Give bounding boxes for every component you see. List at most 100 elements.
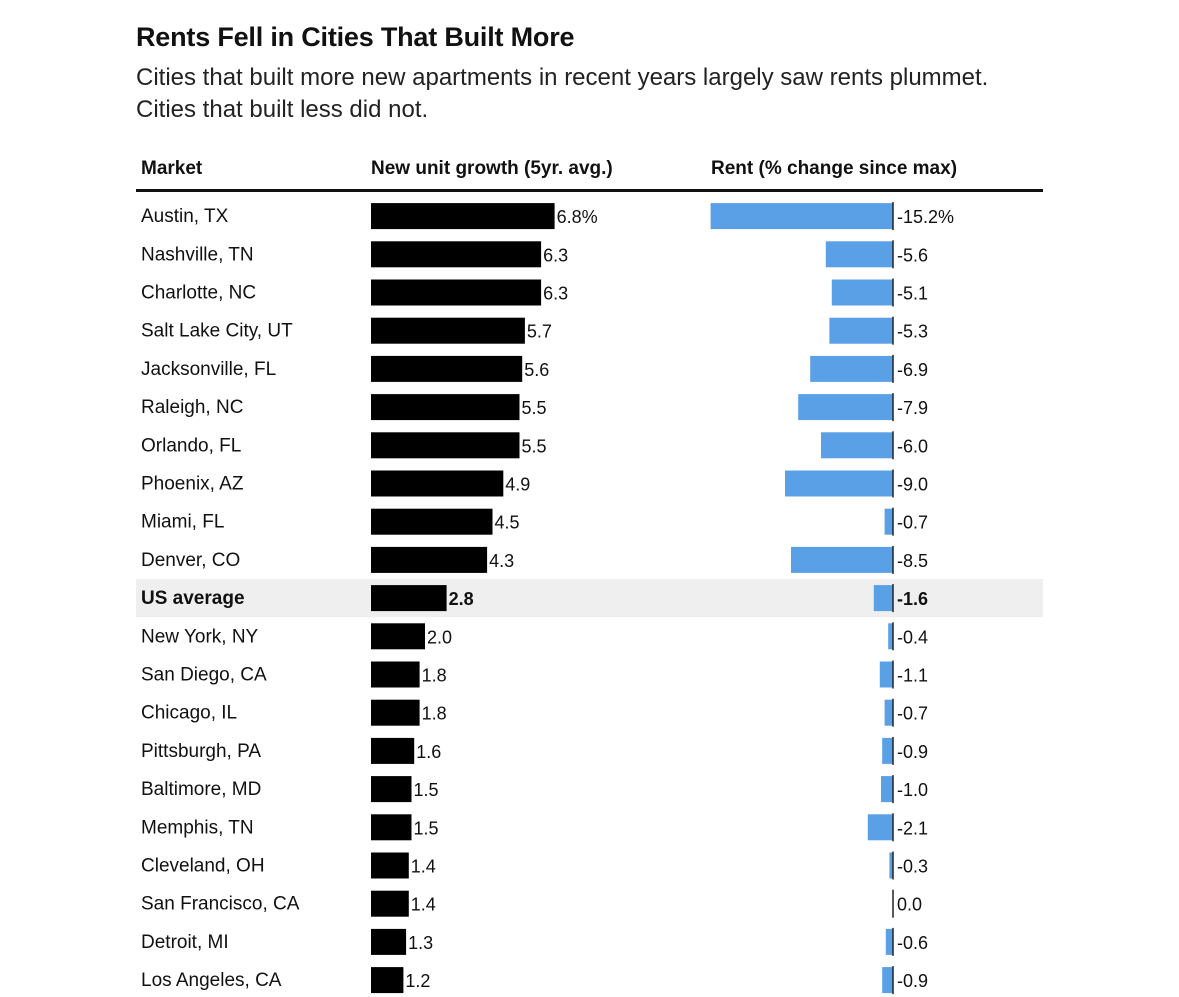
market-label-charlotte-nc: Charlotte, NC: [141, 283, 256, 304]
growth-value-austin-tx: 6.8%: [557, 207, 598, 227]
rent-value-us-average: -1.6: [897, 589, 928, 609]
rent-value-san-diego-ca: -1.1: [897, 666, 928, 686]
growth-bar-nashville-tn: [371, 241, 542, 268]
rent-bar-denver-co: [791, 546, 893, 573]
growth-value-orlando-fl: 5.5: [522, 436, 547, 456]
growth-value-chicago-il: 1.8: [422, 704, 447, 724]
market-label-raleigh-nc: Raleigh, NC: [141, 397, 243, 418]
growth-bar-raleigh-nc: [371, 394, 520, 421]
growth-bar-orlando-fl: [371, 432, 520, 459]
growth-bar-los-angeles-ca: [371, 967, 404, 994]
growth-bar-san-francisco-ca: [371, 890, 409, 917]
market-label-detroit-mi: Detroit, MI: [141, 932, 229, 953]
growth-value-los-angeles-ca: 1.2: [405, 971, 430, 991]
growth-bar-new-york-ny: [371, 623, 425, 650]
market-label-salt-lake-city-ut: Salt Lake City, UT: [141, 321, 293, 342]
rent-bar-charlotte-nc: [831, 279, 893, 306]
growth-bar-phoenix-az: [371, 470, 504, 497]
growth-bar-san-diego-ca: [371, 661, 420, 688]
growth-value-jacksonville-fl: 5.6: [524, 360, 549, 380]
rent-bar-phoenix-az: [785, 470, 893, 497]
rent-value-new-york-ny: -0.4: [897, 627, 928, 647]
growth-bar-chicago-il: [371, 699, 420, 726]
rent-value-phoenix-az: -9.0: [897, 475, 928, 495]
market-label-san-diego-ca: San Diego, CA: [141, 665, 267, 686]
growth-value-cleveland-oh: 1.4: [411, 857, 436, 877]
growth-bar-miami-fl: [371, 508, 493, 535]
market-label-los-angeles-ca: Los Angeles, CA: [141, 970, 282, 991]
growth-value-us-average: 2.8: [449, 589, 474, 609]
market-label-cleveland-oh: Cleveland, OH: [141, 856, 265, 877]
growth-bar-salt-lake-city-ut: [371, 317, 525, 344]
header-new-unit-growth: New unit growth (5yr. avg.): [371, 158, 613, 179]
market-label-chicago-il: Chicago, IL: [141, 703, 237, 724]
market-label-orlando-fl: Orlando, FL: [141, 435, 241, 456]
rent-value-charlotte-nc: -5.1: [897, 284, 928, 304]
rent-value-miami-fl: -0.7: [897, 513, 928, 533]
growth-value-phoenix-az: 4.9: [505, 475, 530, 495]
rent-bar-pittsburgh-pa: [882, 737, 893, 764]
rent-value-austin-tx: -15.2%: [897, 207, 954, 227]
growth-bar-austin-tx: [371, 203, 555, 230]
rent-value-denver-co: -8.5: [897, 551, 928, 571]
growth-value-miami-fl: 4.5: [495, 513, 520, 533]
growth-value-salt-lake-city-ut: 5.7: [527, 322, 552, 342]
growth-value-nashville-tn: 6.3: [543, 245, 568, 265]
growth-value-san-diego-ca: 1.8: [422, 666, 447, 686]
growth-value-charlotte-nc: 6.3: [543, 284, 568, 304]
growth-value-san-francisco-ca: 1.4: [411, 895, 436, 915]
market-label-phoenix-az: Phoenix, AZ: [141, 474, 244, 495]
market-label-us-average: US average: [141, 588, 245, 609]
rent-value-nashville-tn: -5.6: [897, 245, 928, 265]
rent-value-pittsburgh-pa: -0.9: [897, 742, 928, 762]
rent-bar-austin-tx: [710, 203, 893, 230]
growth-value-raleigh-nc: 5.5: [522, 398, 547, 418]
rent-bar-miami-fl: [884, 508, 893, 535]
market-label-nashville-tn: Nashville, TN: [141, 244, 254, 265]
rent-bar-raleigh-nc: [798, 394, 893, 421]
rent-bar-new-york-ny: [888, 623, 893, 650]
growth-bar-cleveland-oh: [371, 852, 409, 879]
rent-value-san-francisco-ca: 0.0: [897, 895, 922, 915]
rent-bar-orlando-fl: [821, 432, 893, 459]
rent-bar-los-angeles-ca: [882, 967, 893, 994]
market-label-pittsburgh-pa: Pittsburgh, PA: [141, 741, 261, 762]
market-label-memphis-tn: Memphis, TN: [141, 817, 254, 838]
rent-bar-san-diego-ca: [879, 661, 893, 688]
market-label-jacksonville-fl: Jacksonville, FL: [141, 359, 276, 380]
rent-value-orlando-fl: -6.0: [897, 436, 928, 456]
growth-value-baltimore-md: 1.5: [414, 780, 439, 800]
chart-subtitle: Cities that built more new apartments in…: [136, 64, 989, 123]
market-label-miami-fl: Miami, FL: [141, 512, 224, 533]
rent-bar-jacksonville-fl: [810, 355, 893, 382]
rent-value-cleveland-oh: -0.3: [897, 857, 928, 877]
chart-title: Rents Fell in Cities That Built More: [136, 22, 575, 52]
growth-value-new-york-ny: 2.0: [427, 627, 452, 647]
growth-bar-us-average: [371, 585, 447, 612]
rent-value-salt-lake-city-ut: -5.3: [897, 322, 928, 342]
rent-value-memphis-tn: -2.1: [897, 818, 928, 838]
growth-bar-pittsburgh-pa: [371, 737, 415, 764]
rent-bar-baltimore-md: [881, 776, 893, 803]
header-rent-change: Rent (% change since max): [711, 158, 958, 179]
rent-value-chicago-il: -0.7: [897, 704, 928, 724]
rent-bar-nashville-tn: [825, 241, 893, 268]
rent-bar-chicago-il: [884, 699, 893, 726]
rent-value-detroit-mi: -0.6: [897, 933, 928, 953]
growth-value-pittsburgh-pa: 1.6: [416, 742, 441, 762]
market-label-baltimore-md: Baltimore, MD: [141, 779, 261, 800]
growth-bar-memphis-tn: [371, 814, 412, 841]
growth-bar-detroit-mi: [371, 928, 407, 955]
rent-value-jacksonville-fl: -6.9: [897, 360, 928, 380]
market-label-austin-tx: Austin, TX: [141, 206, 229, 227]
growth-bar-charlotte-nc: [371, 279, 542, 306]
rent-value-raleigh-nc: -7.9: [897, 398, 928, 418]
growth-value-memphis-tn: 1.5: [414, 818, 439, 838]
rent-bar-us-average: [873, 585, 893, 612]
rent-bar-detroit-mi: [885, 928, 893, 955]
rent-bar-salt-lake-city-ut: [829, 317, 893, 344]
market-label-new-york-ny: New York, NY: [141, 626, 259, 647]
header-market: Market: [141, 158, 203, 179]
growth-bar-jacksonville-fl: [371, 355, 523, 382]
